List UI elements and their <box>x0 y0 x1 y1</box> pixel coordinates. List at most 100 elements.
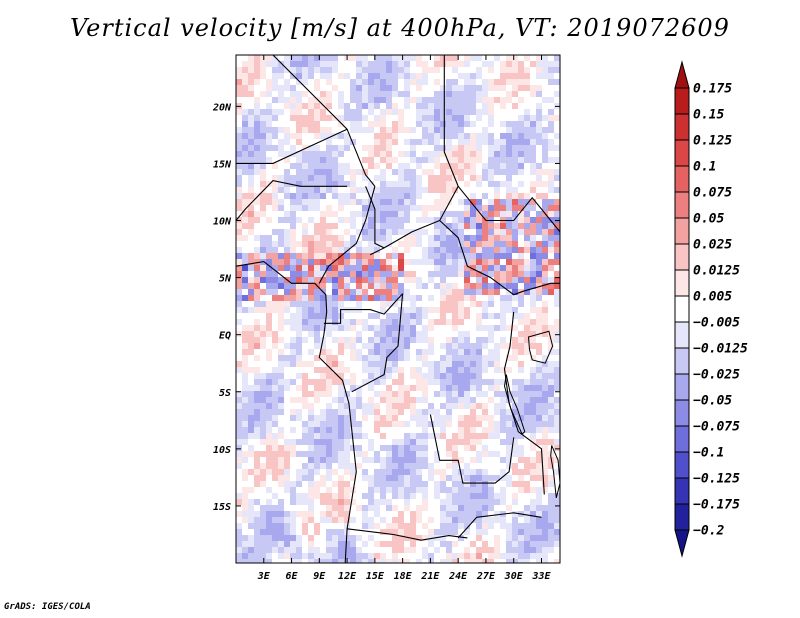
field-cell <box>356 271 363 278</box>
field-cell <box>242 505 249 512</box>
field-cell <box>548 175 555 182</box>
field-cell <box>458 211 465 218</box>
field-cell <box>410 529 417 536</box>
field-cell <box>278 91 285 98</box>
x-tick-label: 3E <box>257 571 271 582</box>
field-cell <box>266 349 273 356</box>
field-cell <box>338 391 345 398</box>
colorbar-swatch <box>674 373 690 401</box>
field-cell <box>404 409 411 416</box>
field-cell <box>488 319 495 326</box>
field-cell <box>536 529 543 536</box>
field-cell <box>374 325 381 332</box>
field-cell <box>284 523 291 530</box>
field-cell <box>248 139 255 146</box>
field-cell <box>452 229 459 236</box>
field-cell <box>530 157 537 164</box>
field-cell <box>236 265 243 272</box>
field-cell <box>512 529 519 536</box>
field-cell <box>272 325 279 332</box>
field-cell <box>422 535 429 542</box>
field-cell <box>482 139 489 146</box>
field-cell <box>392 301 399 308</box>
field-cell <box>500 397 507 404</box>
field-cell <box>506 499 513 506</box>
field-cell <box>362 427 369 434</box>
field-cell <box>332 421 339 428</box>
field-cell <box>350 403 357 410</box>
field-cell <box>284 115 291 122</box>
field-cell <box>344 403 351 410</box>
field-cell <box>500 343 507 350</box>
field-cell <box>494 349 501 356</box>
field-cell <box>482 259 489 266</box>
field-cell <box>338 457 345 464</box>
field-cell <box>554 529 560 536</box>
field-cell <box>434 205 441 212</box>
field-cell <box>494 169 501 176</box>
field-cell <box>404 457 411 464</box>
field-cell <box>302 397 309 404</box>
field-cell <box>380 79 387 86</box>
field-cell <box>530 91 537 98</box>
field-cell <box>470 139 477 146</box>
field-cell <box>320 355 327 362</box>
field-cell <box>248 379 255 386</box>
field-cell <box>344 133 351 140</box>
field-cell <box>242 439 249 446</box>
field-cell <box>326 301 333 308</box>
field-cell <box>464 469 471 476</box>
field-cell <box>554 205 560 212</box>
field-cell <box>536 385 543 392</box>
field-cell <box>404 199 411 206</box>
field-cell <box>404 139 411 146</box>
field-cell <box>386 127 393 134</box>
field-cell <box>254 451 261 458</box>
field-cell <box>530 67 537 74</box>
field-cell <box>428 367 435 374</box>
field-cell <box>434 409 441 416</box>
field-cell <box>284 199 291 206</box>
field-cell <box>374 259 381 266</box>
field-cell <box>314 325 321 332</box>
field-cell <box>440 115 447 122</box>
field-cell <box>506 475 513 482</box>
field-cell <box>356 517 363 524</box>
field-cell <box>248 295 255 302</box>
field-cell <box>290 379 297 386</box>
field-cell <box>470 259 477 266</box>
field-cell <box>314 289 321 296</box>
field-cell <box>302 523 309 530</box>
field-cell <box>362 115 369 122</box>
field-cell <box>266 511 273 518</box>
field-cell <box>326 553 333 560</box>
field-cell <box>542 271 549 278</box>
field-cell <box>470 475 477 482</box>
field-cell <box>530 139 537 146</box>
field-cell <box>344 259 351 266</box>
field-cell <box>236 481 243 488</box>
field-cell <box>452 493 459 500</box>
field-cell <box>374 547 381 554</box>
field-cell <box>404 181 411 188</box>
field-cell <box>488 73 495 80</box>
field-cell <box>476 157 483 164</box>
field-cell <box>296 289 303 296</box>
field-cell <box>506 157 513 164</box>
field-cell <box>380 265 387 272</box>
field-cell <box>314 415 321 422</box>
field-cell <box>290 523 297 530</box>
field-cell <box>512 247 519 254</box>
field-cell <box>242 193 249 200</box>
field-cell <box>272 547 279 554</box>
field-cell <box>326 289 333 296</box>
field-cell <box>476 301 483 308</box>
field-cell <box>278 235 285 242</box>
field-cell <box>422 211 429 218</box>
field-cell <box>398 421 405 428</box>
field-cell <box>524 271 531 278</box>
field-cell <box>494 463 501 470</box>
field-cell <box>266 211 273 218</box>
field-cell <box>242 211 249 218</box>
field-cell <box>518 163 525 170</box>
